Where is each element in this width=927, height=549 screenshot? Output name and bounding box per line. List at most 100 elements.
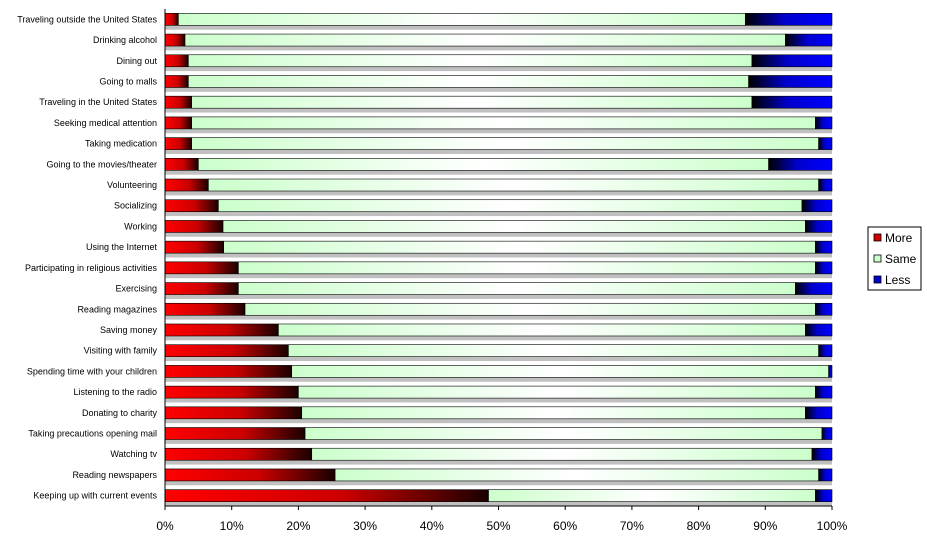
- category-label: Going to malls: [99, 76, 157, 86]
- bar-segment-less: [815, 302, 833, 316]
- bar-segment-same: [488, 489, 816, 502]
- bar-segment-less: [818, 344, 833, 357]
- category-label: Exercising: [115, 284, 157, 294]
- bar-segment-more: [164, 178, 209, 192]
- bar-segment-same: [334, 468, 819, 482]
- bar-segment-same: [244, 302, 816, 316]
- category-label: Seeking medical attention: [54, 118, 157, 128]
- bar-segment-more: [164, 365, 293, 378]
- bar-segment-less: [815, 116, 833, 130]
- bar-segment-less: [801, 199, 833, 213]
- bar-segment-more: [164, 75, 189, 88]
- bar-segment-same: [223, 240, 816, 254]
- legend-swatch-more: [873, 233, 882, 242]
- bar-segment-same: [198, 158, 769, 171]
- category-label: Keeping up with current events: [33, 491, 157, 501]
- bar-segment-more: [164, 240, 225, 254]
- category-label: Spending time with your children: [27, 366, 157, 376]
- bar-segment-less: [815, 240, 833, 254]
- bar-segment-more: [164, 323, 279, 337]
- bar-segment-same: [208, 178, 819, 192]
- bar-segment-more: [164, 54, 189, 68]
- bar-segment-same: [191, 137, 819, 150]
- bar-segment-less: [805, 220, 833, 233]
- legend-swatch-same: [873, 254, 882, 263]
- x-tick-label: 60%: [553, 519, 577, 533]
- x-tick-label: 50%: [486, 519, 510, 533]
- bar-segment-more: [164, 33, 186, 47]
- bar-segment-more: [164, 406, 303, 420]
- bar-segment-less: [828, 365, 833, 378]
- x-axis: 0% 10% 20% 30% 40% 50% 60% 70% 80% 90% 100%: [156, 9, 848, 533]
- category-label: Working: [124, 221, 157, 231]
- bar-segment-more: [164, 385, 299, 399]
- category-label: Watching tv: [110, 449, 157, 459]
- bar-segment-more: [164, 116, 192, 130]
- bar-segment-less: [818, 137, 833, 150]
- category-label: Saving money: [100, 325, 158, 335]
- x-tick-label: 80%: [687, 519, 711, 533]
- bar-segment-same: [304, 427, 823, 440]
- bar-segment-less: [818, 468, 833, 482]
- bar-segment-more: [164, 302, 246, 316]
- bar-segment-more: [164, 447, 313, 461]
- bar-segment-same: [238, 261, 816, 275]
- category-label: Dining out: [116, 56, 157, 66]
- bar-segment-same: [291, 365, 829, 378]
- bar-segment-less: [815, 385, 833, 399]
- legend-swatch-less: [873, 275, 882, 284]
- bar-segment-same: [191, 116, 816, 130]
- bar-segment-less: [805, 323, 833, 337]
- category-label: Drinking alcohol: [93, 35, 157, 45]
- bar-segment-same: [301, 406, 806, 420]
- category-label: Taking precautions opening mail: [28, 429, 157, 439]
- bar-segment-more: [164, 282, 239, 295]
- category-label: Socializing: [114, 201, 157, 211]
- x-tick-label: 10%: [220, 519, 244, 533]
- x-tick-label: 100%: [817, 519, 848, 533]
- bar-segment-more: [164, 137, 192, 150]
- bar-segment-same: [311, 447, 813, 461]
- x-tick-label: 20%: [286, 519, 310, 533]
- bar-segment-more: [164, 344, 289, 357]
- bar-segment-same: [288, 344, 819, 357]
- bar-segment-more: [164, 427, 306, 440]
- category-label: Reading newspapers: [72, 470, 157, 480]
- bar-segment-same: [188, 75, 749, 88]
- bar-segment-more: [164, 489, 489, 502]
- bar-segment-same: [191, 95, 753, 109]
- category-label: Donating to charity: [82, 408, 158, 418]
- category-label: Reading magazines: [77, 304, 157, 314]
- bar-segment-same: [178, 13, 746, 26]
- bar-segment-same: [188, 54, 753, 68]
- bar-segment-more: [164, 220, 224, 233]
- category-label: Participating in religious activities: [25, 263, 158, 273]
- x-tick-label: 70%: [620, 519, 644, 533]
- bar-segment-less: [805, 406, 833, 420]
- category-label: Visiting with family: [84, 346, 158, 356]
- category-label: Listening to the radio: [73, 387, 157, 397]
- bar-segment-more: [164, 261, 239, 275]
- bar-segment-less: [815, 489, 833, 502]
- category-label: Using the Internet: [86, 242, 158, 252]
- category-label: Traveling in the United States: [39, 97, 157, 107]
- legend-label-same: Same: [885, 252, 917, 266]
- category-label: Taking medication: [85, 139, 157, 149]
- bars: [164, 13, 833, 502]
- bar-segment-more: [164, 468, 336, 482]
- category-label: Volunteering: [107, 180, 157, 190]
- bar-segment-less: [815, 261, 833, 275]
- bar-segment-less: [795, 282, 833, 295]
- bar-segment-same: [298, 385, 816, 399]
- legend-label-more: More: [885, 231, 913, 245]
- bar-segment-more: [164, 158, 199, 171]
- bar-segment-same: [218, 199, 803, 213]
- bar-segment-more: [164, 95, 192, 109]
- bar-segment-same: [238, 282, 796, 295]
- x-tick-label: 0%: [156, 519, 174, 533]
- bar-segment-less: [818, 178, 833, 192]
- bar-segment-same: [184, 33, 786, 47]
- bar-segment-same: [278, 323, 806, 337]
- legend: More Same Less: [867, 226, 922, 291]
